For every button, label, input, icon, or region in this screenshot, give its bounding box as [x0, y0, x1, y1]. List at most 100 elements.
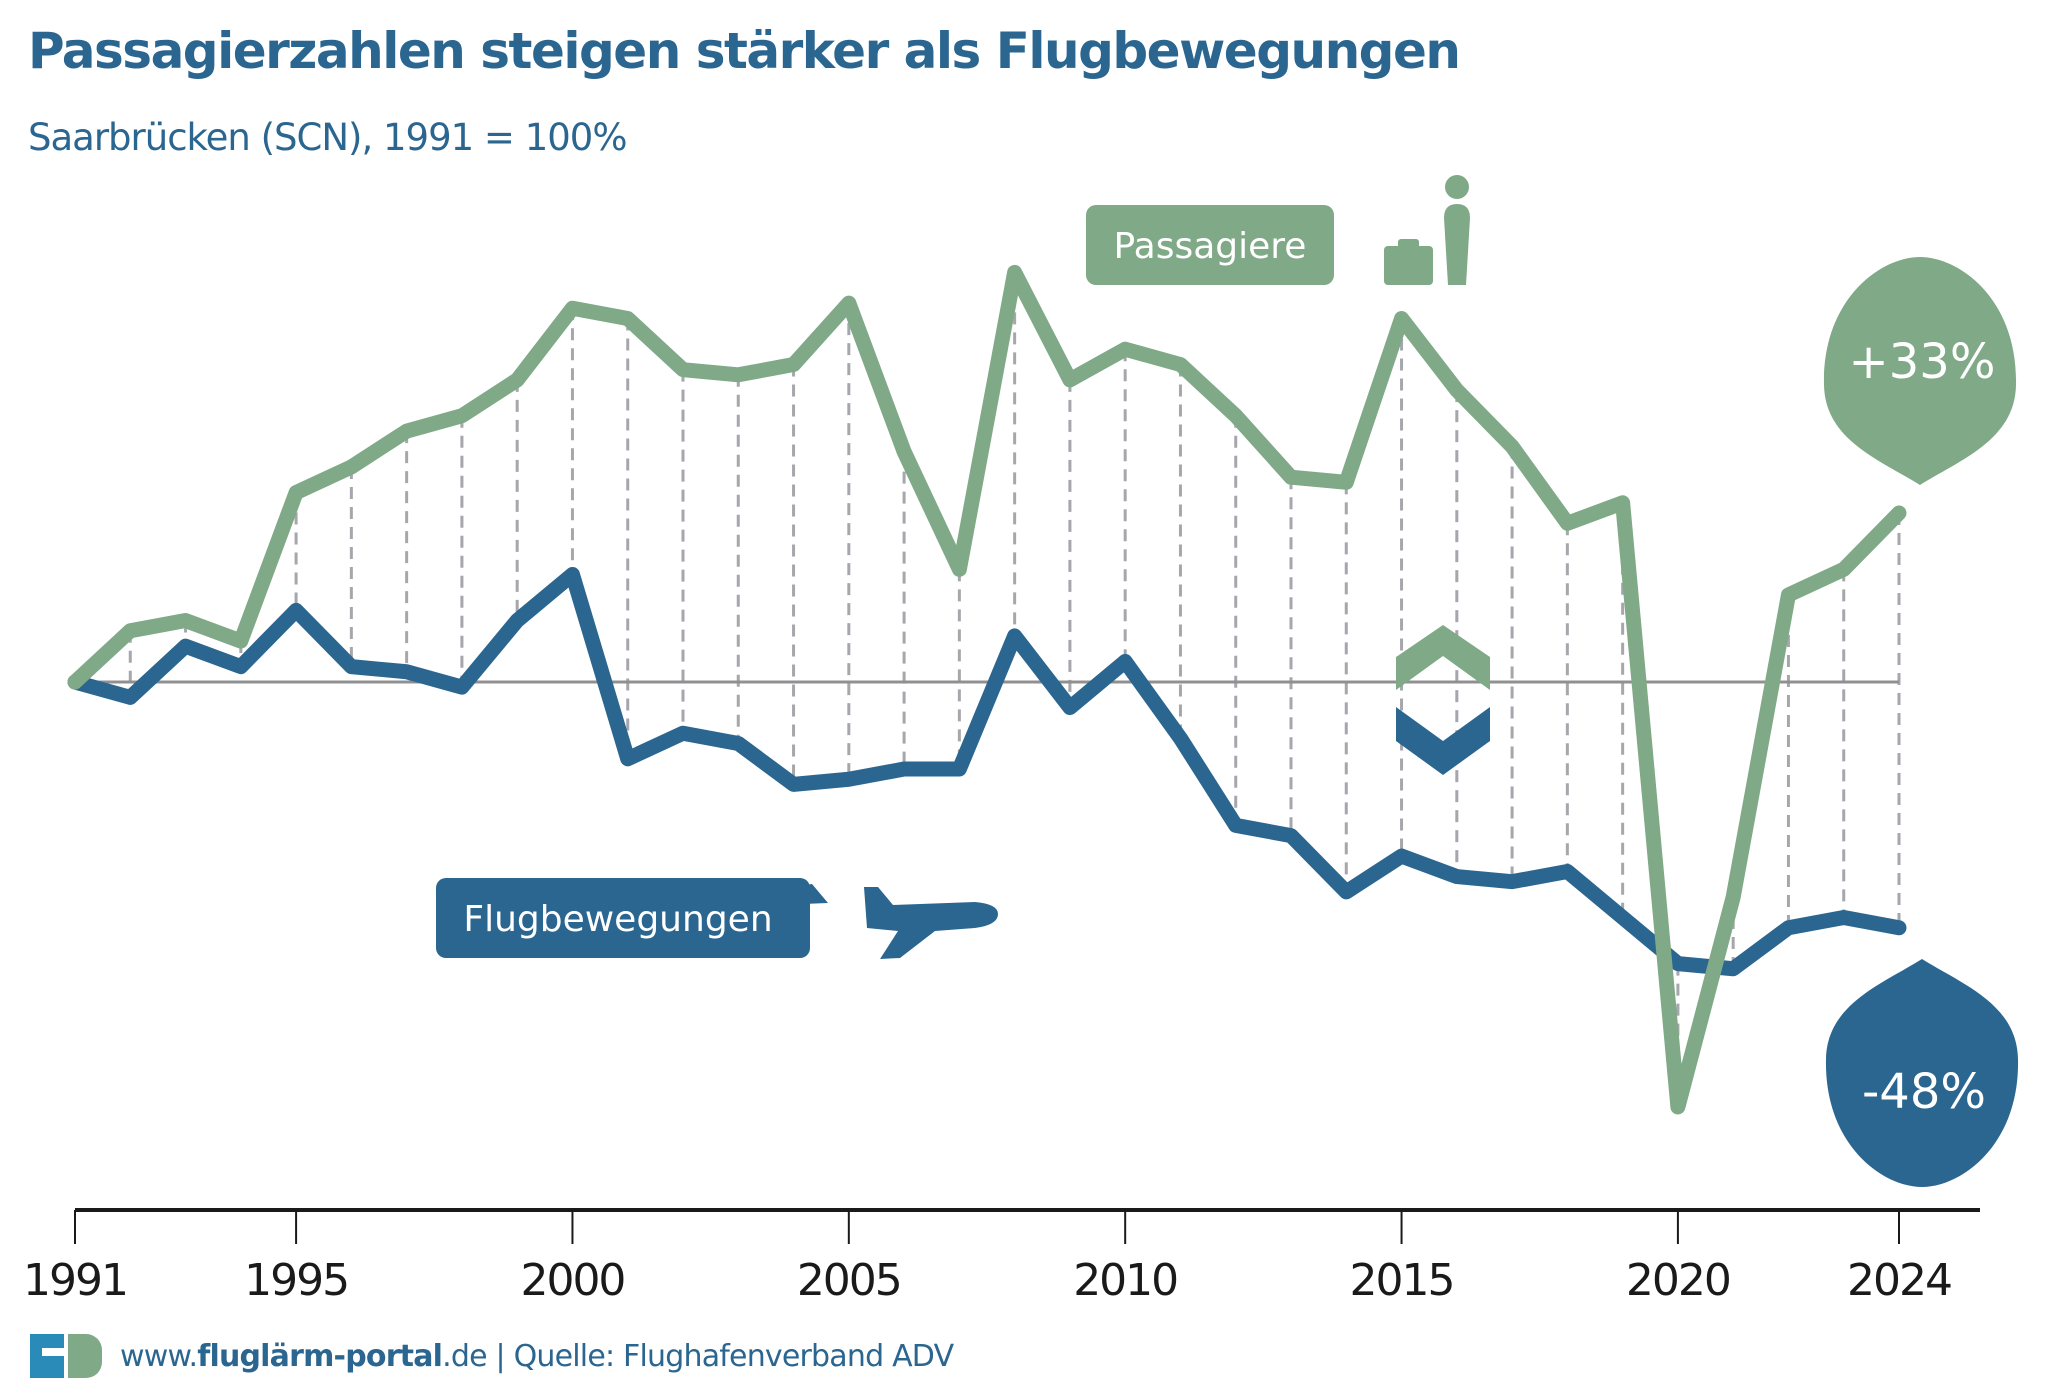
data-point-passagiere-2003: [737, 373, 740, 376]
chart-subtitle: Saarbrücken (SCN), 1991 = 100%: [28, 116, 627, 159]
data-point-flugbewegungen-2004: [792, 783, 795, 786]
data-point-passagiere-2007: [958, 568, 961, 571]
data-point-flugbewegungen-2008: [1013, 634, 1016, 637]
data-point-passagiere-2002: [682, 368, 684, 371]
data-point-passagiere-2009: [1068, 378, 1071, 381]
data-point-passagiere-2014: [1345, 481, 1348, 484]
data-point-flugbewegungen-2009: [1068, 706, 1071, 709]
data-point-passagiere-2022: [1787, 593, 1790, 596]
x-tick-label-2020: 2020: [1626, 1255, 1730, 1306]
footer-separator: |: [486, 1338, 514, 1374]
data-point-passagiere-1991: [74, 681, 76, 683]
legend-movements-label: Flugbewegungen: [463, 899, 772, 940]
data-point-passagiere-2024: [1898, 512, 1900, 515]
data-point-flugbewegungen-2006: [903, 768, 906, 771]
data-point-flugbewegungen-2016: [1455, 875, 1458, 878]
movements-change-value: -48%: [1862, 1064, 1986, 1120]
legend-passengers-label: Passagiere: [1114, 226, 1307, 267]
data-point-passagiere-2011: [1179, 363, 1182, 366]
x-axis: 1991 1995 2000 2005 2010 2015 2020 2024: [23, 1208, 1980, 1306]
data-point-passagiere-2001: [626, 317, 629, 320]
data-point-flugbewegungen-1994: [239, 665, 242, 668]
data-point-passagiere-2021: [1732, 896, 1735, 899]
airplane-icon: [786, 884, 998, 959]
x-tick-label-2015: 2015: [1350, 1255, 1454, 1306]
x-tick-label-2005: 2005: [797, 1255, 901, 1306]
chevron-up-icon: [1396, 625, 1490, 690]
data-point-flugbewegungen-1996: [350, 665, 353, 668]
x-tick-label-1991: 1991: [23, 1255, 127, 1306]
data-point-passagiere-2020: [1676, 1105, 1679, 1108]
data-point-passagiere-1995: [295, 491, 298, 494]
data-point-passagiere-2000: [571, 307, 574, 310]
data-point-flugbewegungen-1999: [516, 619, 519, 622]
data-point-passagiere-2015: [1400, 317, 1403, 320]
legend-movements-box: [436, 878, 810, 958]
data-point-passagiere-2013: [1290, 476, 1292, 479]
person-with-suitcase-icon: [1384, 175, 1470, 285]
fp-logo: [30, 1334, 102, 1378]
x-tick-label-2000: 2000: [520, 1255, 624, 1306]
data-point-flugbewegungen-1998: [460, 686, 463, 689]
data-point-flugbewegungen-1997: [405, 670, 408, 673]
legend-movements: Flugbewegungen: [436, 878, 810, 958]
data-point-passagiere-1992: [129, 629, 132, 632]
footer-site-name[interactable]: fluglärm-portal: [197, 1338, 443, 1374]
data-point-passagiere-1997: [405, 430, 408, 433]
data-point-passagiere-2005: [847, 302, 850, 305]
data-point-flugbewegungen-2022: [1787, 926, 1790, 929]
legend-passengers-box: [1086, 205, 1334, 285]
series-lines: [67, 264, 1907, 1115]
series-line-passagiere: [67, 264, 1907, 1115]
footer: www.fluglärm-portal.de | Quelle: Flughaf…: [30, 1334, 955, 1378]
data-point-flugbewegungen-2021: [1732, 967, 1735, 970]
data-point-flugbewegungen-2003: [737, 742, 740, 745]
data-point-passagiere-2018: [1566, 522, 1569, 525]
data-point-flugbewegungen-2011: [1179, 737, 1182, 740]
data-point-passagiere-1996: [350, 465, 353, 468]
data-point-flugbewegungen-2012: [1234, 824, 1237, 827]
passengers-change-value: +33%: [1849, 334, 1996, 390]
data-point-flugbewegungen-1993: [184, 645, 187, 648]
chart-title: Passagierzahlen steigen stärker als Flug…: [28, 22, 1461, 80]
data-point-flugbewegungen-2010: [1124, 660, 1127, 663]
data-point-flugbewegungen-2007: [958, 768, 961, 771]
data-point-flugbewegungen-2017: [1511, 880, 1514, 883]
data-point-passagiere-1998: [460, 414, 463, 417]
data-point-passagiere-1993: [184, 619, 187, 622]
data-point-flugbewegungen-2015: [1400, 855, 1403, 858]
data-point-flugbewegungen-2005: [847, 778, 850, 781]
data-point-flugbewegungen-1995: [295, 609, 298, 612]
data-point-flugbewegungen-2001: [626, 757, 629, 760]
x-tick-label-2024: 2024: [1847, 1255, 1951, 1306]
data-point-passagiere-2019: [1621, 501, 1624, 504]
data-point-passagiere-2008: [1013, 271, 1016, 274]
data-point-passagiere-1994: [239, 640, 242, 643]
x-tick-label-2010: 2010: [1073, 1255, 1177, 1306]
data-point-flugbewegungen-2023: [1842, 916, 1845, 919]
legend-passengers: Passagiere: [1086, 205, 1334, 285]
data-point-flugbewegungen-2018: [1566, 870, 1569, 873]
data-point-flugbewegungen-2013: [1290, 834, 1292, 837]
series-line-flugbewegungen: [67, 566, 1907, 977]
data-point-passagiere-2004: [792, 363, 795, 366]
movements-change-badge: -48%: [1825, 959, 2019, 1187]
x-tick-label-1995: 1995: [244, 1255, 348, 1306]
data-point-passagiere-2016: [1455, 389, 1458, 392]
data-point-passagiere-1999: [516, 378, 519, 381]
data-point-flugbewegungen-2000: [571, 573, 574, 576]
data-point-passagiere-2012: [1234, 414, 1237, 417]
footer-source-text: Quelle: Flughafenverband ADV: [513, 1338, 955, 1374]
data-point-flugbewegungen-2024: [1898, 926, 1900, 929]
data-point-passagiere-2006: [903, 450, 906, 453]
footer-site-suffix: .de: [442, 1338, 487, 1374]
data-point-flugbewegungen-1992: [129, 696, 132, 699]
data-point-flugbewegungen-2020: [1676, 962, 1679, 965]
data-point-passagiere-2010: [1124, 348, 1127, 351]
footer-source: www.fluglärm-portal.de | Quelle: Flughaf…: [120, 1338, 955, 1374]
footer-site-prefix: www.: [120, 1338, 198, 1374]
data-point-flugbewegungen-2002: [682, 732, 684, 735]
data-point-flugbewegungen-2019: [1621, 916, 1624, 919]
passengers-change-badge: +33%: [1823, 257, 2017, 485]
